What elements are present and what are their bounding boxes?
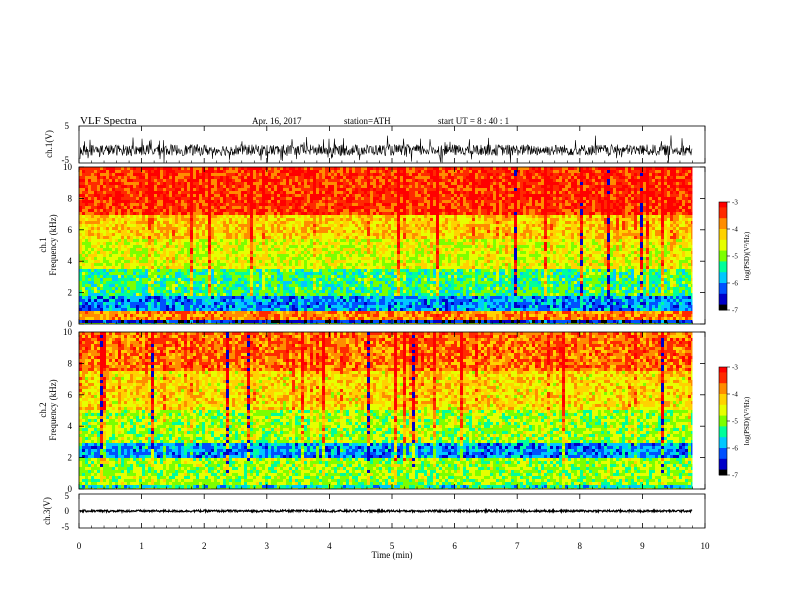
time-tick-8: 8 [578,541,583,551]
time-tick-10: 10 [701,541,711,551]
time-tick-1: 1 [139,541,144,551]
ch1-spectrogram-ylabel-freq: Frequency (kHz) [48,214,58,275]
ch3-ytick-bottom: -5 [62,522,70,532]
ch2-colorbar-tick--6: -6 [732,445,738,453]
ch3-ytick-top: 5 [65,491,70,501]
ch1-spectrogram-ytick-10: 10 [63,162,73,172]
ch2-spectrogram-ytick-0: 0 [68,484,73,494]
ch2-spectrogram-ylabel-freq: Frequency (kHz) [48,379,58,440]
ch2-spectrogram-panel: 0 2 4 6 8 10 ch.2 Frequency (kHz) [38,327,706,494]
time-tick-2: 2 [202,541,207,551]
ch1-spectrogram-heatmap [79,167,705,324]
ch2-colorbar-tick--5: -5 [732,418,738,426]
time-tick-6: 6 [452,541,457,551]
ch2-spectrogram-ytick-6: 6 [68,390,73,400]
ch1-colorbar-label: log(PSD)(V²/Hz) [743,231,751,280]
ch2-colorbar-label: log(PSD)(V²/Hz) [743,396,751,445]
ch3-waveform-ylabel: ch.3(V) [42,497,52,525]
ch1-colorbar: -3 -4 -5 -6 -7 log(PSD)(V²/Hz) [718,199,751,315]
ch2-spectrogram-ylabel-channel: ch.2 [38,402,48,417]
ch1-waveform-trace [79,135,693,164]
ch1-spectrogram-ytick-6: 6 [68,225,73,235]
ch2-spectrogram-ytick-8: 8 [68,358,73,368]
ch3-waveform-line [79,507,693,515]
ch3-waveform-panel: 5 0 -5 ch.3(V) [42,491,706,532]
ch3-ytick-mid: 0 [65,506,70,516]
time-axis: 0 1 2 3 4 5 6 7 8 9 10 [77,126,710,551]
ch1-spectrogram-ytick-4: 4 [68,256,73,266]
ch1-waveform-line [79,135,693,164]
ch1-colorbar-tick--7: -7 [732,307,738,315]
ch1-ytick-bottom: -5 [62,155,70,165]
ch2-colorbar-tick--3: -3 [732,364,738,372]
ch1-spectrogram-ylabel-channel: ch.1 [38,237,48,252]
ch1-waveform-frame [78,125,706,164]
time-tick-5: 5 [390,541,395,551]
ch1-spectrogram-ytick-0: 0 [68,319,73,329]
ch2-colorbar-tick--4: -4 [732,391,738,399]
ch2-colorbar: -3 -4 -5 -6 -7 log(PSD)(V²/Hz) [718,364,751,480]
date-label: Apr. 16, 2017 [252,116,302,126]
ch3-waveform-trace [79,507,693,515]
ch1-colorbar-tick--3: -3 [732,199,738,207]
ch1-waveform-ylabel: ch.1(V) [44,130,54,158]
ch2-spectrogram-heatmap [79,332,705,489]
station-label: station=ATH [344,116,391,126]
ch1-spectrogram-panel: 0 2 4 6 8 10 ch.1 Frequency (kHz) [38,162,706,329]
ch1-waveform-panel: 5 -5 ch.1(V) [44,121,706,165]
ch1-spectrogram-ytick-2: 2 [68,288,73,298]
ch2-spectrogram-ytick-10: 10 [63,327,73,337]
ch2-spectrogram-ytick-4: 4 [68,421,73,431]
figure-title: VLF Spectra [80,115,137,127]
start-ut-label: start UT = 8 : 40 : 1 [438,116,509,126]
ch1-colorbar-tick--6: -6 [732,280,738,288]
time-tick-3: 3 [265,541,270,551]
ch1-colorbar-tick--4: -4 [732,226,738,234]
ch1-ytick-top: 5 [65,121,70,131]
ch1-colorbar-tick--5: -5 [732,253,738,261]
time-tick-9: 9 [640,541,645,551]
ch1-spectrogram-ytick-8: 8 [68,193,73,203]
time-axis-label: Time (min) [372,550,413,560]
time-tick-7: 7 [515,541,520,551]
time-tick-4: 4 [327,541,332,551]
time-tick-0: 0 [77,541,82,551]
ch2-spectrogram-ytick-2: 2 [68,453,73,463]
ch2-colorbar-tick--7: -7 [732,472,738,480]
